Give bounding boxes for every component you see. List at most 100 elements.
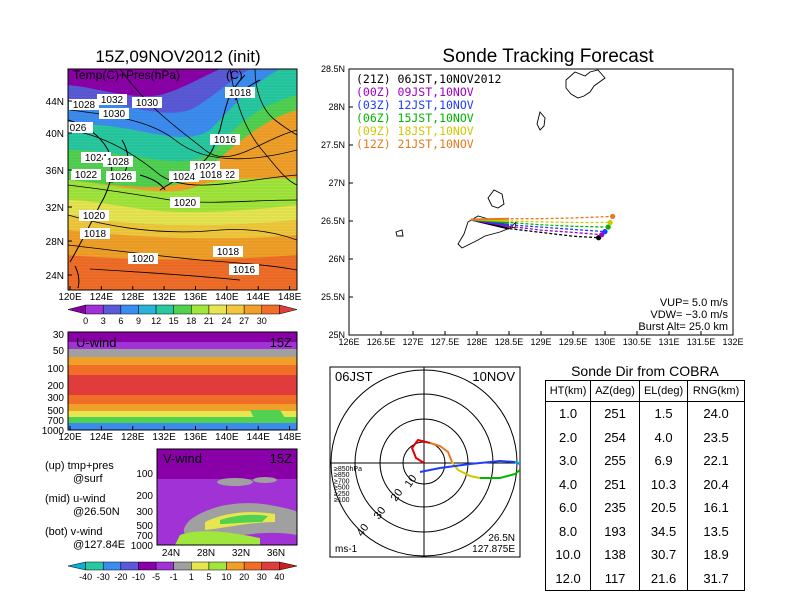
isobar-label-bg bbox=[79, 210, 109, 221]
isobar-label-bg bbox=[99, 108, 129, 119]
table-cell: 10.3 bbox=[638, 472, 689, 496]
track-lat-tick: 26.5N bbox=[321, 216, 345, 226]
colorbar-segment bbox=[67, 304, 86, 315]
table-cell: 20.5 bbox=[638, 496, 689, 520]
isobar-label: 1032 bbox=[97, 94, 127, 106]
isobar-label: 1016 bbox=[229, 264, 259, 276]
lon-tick-label: 128E bbox=[121, 432, 145, 443]
map-lat-tick: 24N bbox=[46, 271, 64, 282]
v-pressure-tick: 700 bbox=[136, 531, 153, 542]
wind-colorbar-label: -5 bbox=[152, 572, 160, 582]
isobar-label-text: 1022 bbox=[75, 170, 98, 181]
track-lat-tick: 28N bbox=[328, 102, 345, 112]
map-lon-axis: 120E 124E 128E 132E 136E 140E 144E 148E bbox=[58, 286, 302, 303]
table-cell: 235 bbox=[590, 496, 640, 520]
u-wind-label: U-wind bbox=[76, 335, 116, 350]
v-pressure-tick: 100 bbox=[136, 469, 153, 480]
map-unit-label: (C) bbox=[226, 68, 243, 82]
note-line-5: (bot) v-wind bbox=[45, 526, 102, 538]
table-body: 1.0 251 1.5 24.0 2.0 254 4.0 23.5 3.0 255 6.9 22.1 4… bbox=[544, 401, 745, 591]
isobar-label-bg bbox=[132, 97, 162, 108]
ring-label-40: 40 bbox=[355, 522, 372, 539]
track-lat-tick: 25.5N bbox=[321, 292, 345, 302]
isobar-label-text: 1018 bbox=[229, 88, 252, 99]
colorbar-label: 15 bbox=[169, 316, 179, 326]
table-row: 10.0 138 30.7 18.9 bbox=[544, 543, 745, 567]
table-cell: 10.0 bbox=[544, 543, 592, 567]
hodograph-lat: 26.5N bbox=[488, 533, 515, 544]
wind-colorbar-label: 30 bbox=[257, 572, 267, 582]
wind-colorbar: -40 -30 -20 -10 -5 -1 1 5 10 20 30 40 bbox=[67, 561, 298, 582]
hodograph-date: 10NOV bbox=[472, 369, 515, 384]
lon-tick-label: 128E bbox=[121, 292, 145, 303]
hodograph-level: ≥700 bbox=[334, 478, 350, 485]
hodograph-unit: ms-1 bbox=[335, 544, 358, 555]
tracking-legend: (21Z) 06JST,10NOV2012(00Z) 09JST,10NOV(0… bbox=[356, 72, 501, 151]
lon-tick-label: 132E bbox=[152, 292, 176, 303]
hodograph-rings bbox=[330, 367, 520, 557]
isobar-label-text: 1020 bbox=[174, 198, 197, 209]
colorbar-label: 27 bbox=[239, 316, 249, 326]
v-pressure-tick: 200 bbox=[136, 491, 153, 502]
isobar-label-text: 1024 bbox=[173, 172, 196, 183]
isobar-label: 1018 bbox=[213, 246, 243, 258]
temperature-field: 1028 1032 10301030026102210181016102410221… bbox=[68, 69, 297, 290]
v-wind-time: 15Z bbox=[270, 451, 292, 466]
isobar-label-text: 1022 bbox=[194, 162, 217, 173]
note-line-3: (mid) u-wind bbox=[45, 493, 106, 505]
isobar-label-bg bbox=[128, 253, 158, 264]
u-pressure-tick: 30 bbox=[53, 330, 65, 341]
isobar-label-bg bbox=[68, 122, 93, 133]
ring-label-20: 20 bbox=[389, 487, 406, 504]
track-landing-point bbox=[610, 213, 616, 220]
ring-label-10: 10 bbox=[403, 473, 420, 490]
isobar-label: 1026 bbox=[106, 171, 136, 183]
table-header-row: HT(km) AZ(deg) EL(deg) RNG(km) bbox=[544, 380, 745, 402]
u-pressure-tick: 500 bbox=[47, 406, 64, 417]
wind-colorbar-label: -10 bbox=[132, 572, 145, 582]
table-cell: 13.5 bbox=[687, 519, 745, 543]
u-wind-lon-axis: 120E 124E 128E 132E 136E 140E 144E 148E bbox=[58, 426, 302, 443]
temperature-colorbar: 0 3 6 9 12 15 18 21 24 27 30 bbox=[67, 304, 298, 326]
table-cell: 1.5 bbox=[638, 401, 689, 426]
isobar-label: 1018 bbox=[225, 87, 255, 99]
colorbar-segment bbox=[279, 304, 298, 315]
wind-colorbar-label: 40 bbox=[274, 572, 284, 582]
isobar-label: 1016 bbox=[210, 134, 240, 146]
vdw-label: VDW= −3.0 m/s bbox=[650, 309, 728, 321]
vup-label: VUP= 5.0 m/s bbox=[660, 297, 729, 309]
table-cell: 23.5 bbox=[687, 425, 745, 449]
isobar-label-bg bbox=[210, 134, 240, 145]
v-lat-tick: 24N bbox=[162, 548, 180, 559]
v-lat-tick: 32N bbox=[232, 548, 250, 559]
isobar-label: 1030 bbox=[99, 108, 129, 120]
table-cell: 255 bbox=[590, 449, 640, 473]
track-landing-point bbox=[602, 229, 608, 235]
wind-colorbar-segment bbox=[226, 561, 245, 571]
col-elevation: EL(deg) bbox=[638, 380, 689, 402]
lon-tick-label: 148E bbox=[278, 432, 302, 443]
table-cell: 31.7 bbox=[687, 566, 745, 591]
hodograph-level: ≥850 bbox=[334, 472, 350, 479]
isobar-label: 1018 bbox=[80, 228, 110, 240]
isobar-label-text: 1018 bbox=[217, 247, 240, 258]
tracking-title: Sonde Tracking Forecast bbox=[442, 46, 654, 67]
table-cell: 254 bbox=[590, 425, 640, 449]
wind-colorbar-segment bbox=[120, 561, 139, 571]
table-cell: 16.1 bbox=[687, 496, 745, 520]
lon-tick-label: 124E bbox=[90, 292, 114, 303]
hodograph-time: 06JST bbox=[335, 369, 373, 384]
lon-tick-label: 132E bbox=[152, 432, 176, 443]
lon-tick-label: 140E bbox=[215, 292, 239, 303]
table-cell: 21.6 bbox=[638, 566, 689, 591]
lon-tick-label: 144E bbox=[247, 432, 271, 443]
colorbar-segment bbox=[138, 304, 157, 315]
isobar-label-bg bbox=[169, 171, 199, 182]
hodograph-level: ≥500 bbox=[334, 485, 350, 492]
isobar-label-bg bbox=[170, 197, 200, 208]
isobar-label-bg bbox=[80, 228, 110, 239]
wind-colorbar-label: 5 bbox=[206, 572, 211, 582]
v-pressure-tick: 300 bbox=[136, 507, 153, 518]
isobar-label-text: 1020 bbox=[83, 211, 106, 222]
